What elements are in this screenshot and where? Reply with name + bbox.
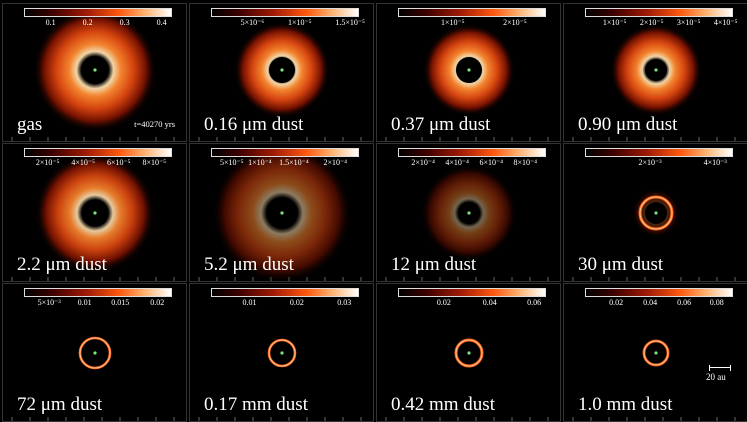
colorbar	[24, 148, 172, 157]
colorbar-tick-label: 5×10⁻⁶	[241, 18, 265, 27]
colorbar-tick-label: 0.03	[337, 298, 351, 307]
colorbar-tick-label: 0.04	[643, 298, 657, 307]
colorbar-tick-label: 0.1	[46, 18, 56, 27]
colorbar-tick-label: 4×10⁻⁵	[714, 18, 738, 27]
panel-caption: 1.0 mm dust	[578, 394, 672, 416]
colorbar-tick-label: 0.04	[483, 298, 497, 307]
central-star	[467, 351, 470, 354]
colorbar	[24, 8, 172, 17]
colorbar-tick-label: 1×10⁻⁵	[441, 18, 465, 27]
central-star	[93, 351, 96, 354]
panel-caption: 2.2 μm dust	[17, 254, 107, 276]
colorbar	[398, 148, 546, 157]
colorbar	[211, 288, 359, 297]
panel-4: 1×10⁻⁵ 2×10⁻⁵ 3×10⁻⁵ 4×10⁻⁵ 0.90 μm dust	[563, 3, 747, 142]
colorbar-tick-label: 0.06	[527, 298, 541, 307]
colorbar-tick-label: 0.02	[609, 298, 623, 307]
colorbar-tick-label: 6×10⁻⁵	[107, 158, 131, 167]
panel-caption: 0.37 μm dust	[391, 114, 490, 136]
panel-8: 2×10⁻³ 4×10⁻³ 30 μm dust	[563, 143, 747, 282]
panel-12: 0.02 0.04 0.06 0.08 1.0 mm dust 20 au	[563, 283, 747, 422]
colorbar-tick-label: 2×10⁻⁵	[503, 18, 527, 27]
colorbar-tick-label: 0.015	[111, 298, 129, 307]
colorbar-tick-label: 0.02	[150, 298, 164, 307]
colorbar-tick-label: 4×10⁻³	[704, 158, 727, 167]
colorbar-tick-label: 5×10⁻³	[38, 298, 61, 307]
central-star	[280, 68, 283, 71]
colorbar	[211, 8, 359, 17]
panel-caption: 30 μm dust	[578, 254, 663, 276]
colorbar-tick-label: 8×10⁻⁵	[142, 158, 166, 167]
central-star	[93, 68, 96, 71]
colorbar-tick-label: 4×10⁻⁵	[71, 158, 95, 167]
central-star	[654, 68, 657, 71]
panel-3: 1×10⁻⁵ 2×10⁻⁵ 0.37 μm dust	[376, 3, 561, 142]
colorbar-tick-label: 1×10⁻⁴	[248, 158, 272, 167]
colorbar-tick-label: 0.4	[157, 18, 167, 27]
colorbar	[398, 8, 546, 17]
panel-caption: 72 μm dust	[17, 394, 102, 416]
colorbar-tick-label: 0.08	[710, 298, 724, 307]
panel-2: 5×10⁻⁶ 1×10⁻⁵ 1.5×10⁻⁵ 0.16 μm dust	[189, 3, 374, 142]
colorbar-tick-label: 4×10⁻⁴	[445, 158, 469, 167]
colorbar	[211, 148, 359, 157]
central-star	[654, 211, 657, 214]
panel-caption: 0.90 μm dust	[578, 114, 677, 136]
scale-bar	[709, 365, 731, 371]
colorbar-tick-label: 1.5×10⁻⁴	[279, 158, 309, 167]
colorbar	[398, 288, 546, 297]
timestamp-label: t=40270 yrs	[134, 119, 175, 129]
colorbar-tick-label: 0.02	[290, 298, 304, 307]
central-star	[654, 351, 657, 354]
panel-9: 5×10⁻³ 0.01 0.015 0.02 72 μm dust	[2, 283, 187, 422]
colorbar-tick-label: 2×10⁻⁵	[640, 18, 664, 27]
panel-caption: 0.42 mm dust	[391, 394, 495, 416]
colorbar-tick-label: 8×10⁻⁴	[514, 158, 538, 167]
central-star	[93, 211, 96, 214]
panel-1: 0.1 0.2 0.3 0.4 gas t=40270 yrs	[2, 3, 187, 142]
colorbar-tick-label: 1×10⁻⁵	[288, 18, 312, 27]
panel-caption: 12 μm dust	[391, 254, 476, 276]
panel-6: 5×10⁻⁵ 1×10⁻⁴ 1.5×10⁻⁴ 2×10⁻⁴ 5.2 μm dust	[189, 143, 374, 282]
colorbar-tick-label: 2×10⁻⁴	[411, 158, 435, 167]
colorbar-tick-label: 0.01	[242, 298, 256, 307]
panel-caption: gas	[17, 114, 42, 136]
panel-5: 2×10⁻⁵ 4×10⁻⁵ 6×10⁻⁵ 8×10⁻⁵ 2.2 μm dust	[2, 143, 187, 282]
colorbar	[585, 8, 733, 17]
colorbar-tick-label: 3×10⁻⁵	[677, 18, 701, 27]
panel-10: 0.01 0.02 0.03 0.17 mm dust	[189, 283, 374, 422]
panel-caption: 0.16 μm dust	[204, 114, 303, 136]
panel-caption: 0.17 mm dust	[204, 394, 308, 416]
central-star	[467, 211, 470, 214]
colorbar-tick-label: 1.5×10⁻⁵	[335, 18, 365, 27]
colorbar-tick-label: 0.02	[437, 298, 451, 307]
colorbar-tick-label: 2×10⁻⁵	[36, 158, 60, 167]
colorbar-tick-label: 6×10⁻⁴	[479, 158, 503, 167]
central-star	[467, 68, 470, 71]
panel-caption: 5.2 μm dust	[204, 254, 294, 276]
colorbar	[585, 288, 733, 297]
scale-bar-label: 20 au	[706, 372, 726, 382]
central-star	[280, 211, 283, 214]
colorbar-tick-label: 0.01	[78, 298, 92, 307]
colorbar	[24, 288, 172, 297]
colorbar-tick-label: 2×10⁻⁴	[324, 158, 348, 167]
colorbar	[585, 148, 733, 157]
colorbar-tick-label: 5×10⁻⁵	[220, 158, 244, 167]
panel-11: 0.02 0.04 0.06 0.42 mm dust	[376, 283, 561, 422]
panel-7: 2×10⁻⁴ 4×10⁻⁴ 6×10⁻⁴ 8×10⁻⁴ 12 μm dust	[376, 143, 561, 282]
colorbar-tick-label: 0.06	[677, 298, 691, 307]
colorbar-tick-label: 0.2	[83, 18, 93, 27]
colorbar-tick-label: 2×10⁻³	[639, 158, 662, 167]
colorbar-tick-label: 1×10⁻⁵	[603, 18, 627, 27]
central-star	[280, 351, 283, 354]
colorbar-tick-label: 0.3	[120, 18, 130, 27]
